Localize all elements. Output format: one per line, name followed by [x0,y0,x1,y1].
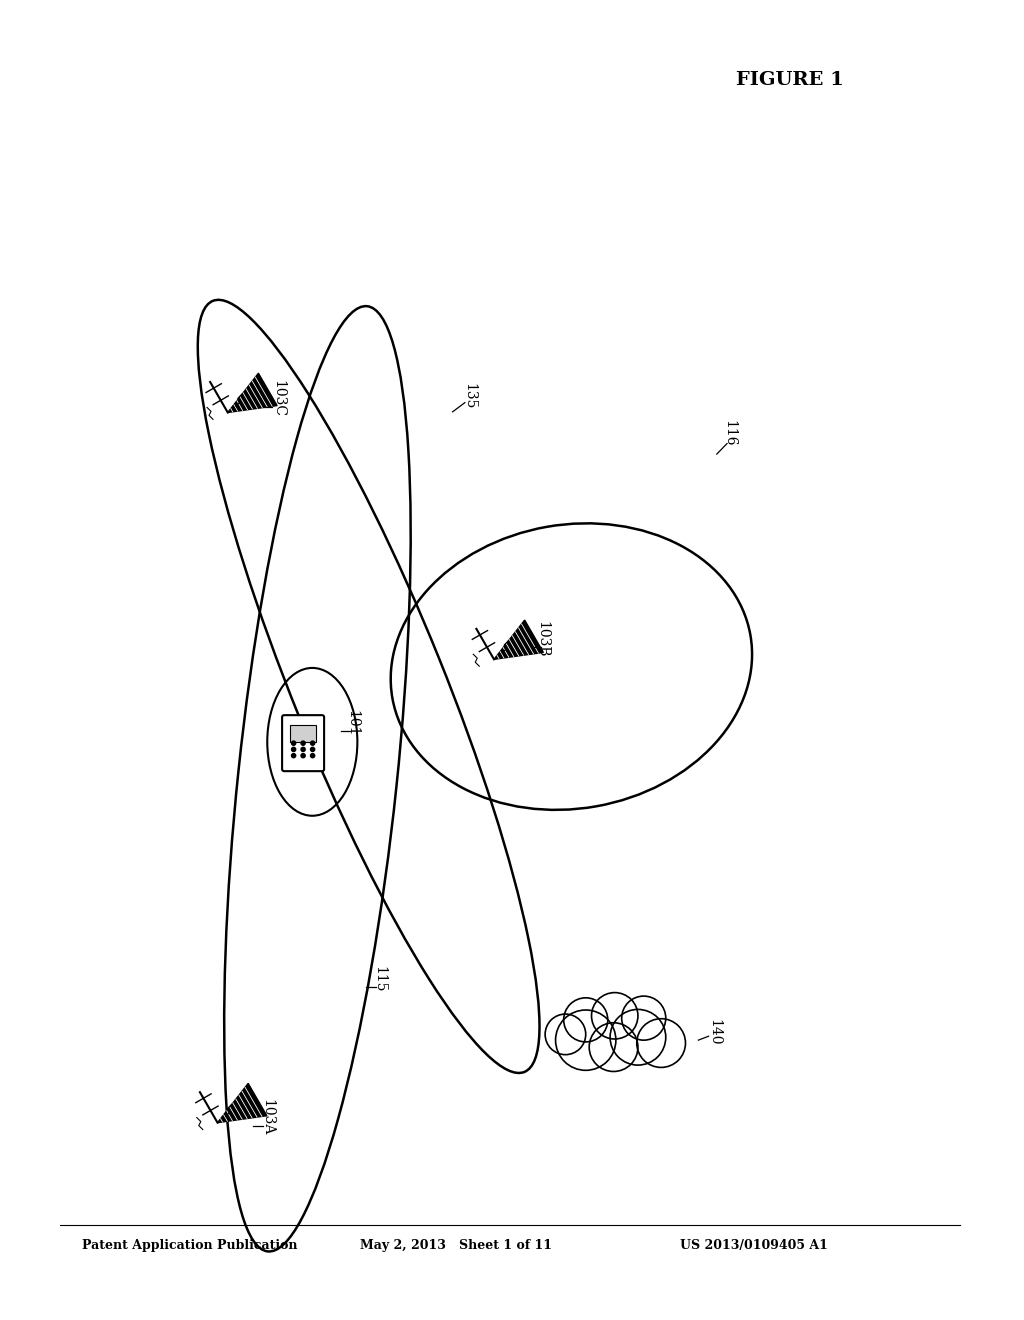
FancyBboxPatch shape [282,715,325,771]
Text: Patent Application Publication: Patent Application Publication [82,1238,298,1251]
Circle shape [292,754,296,758]
Circle shape [563,998,608,1041]
Circle shape [301,741,305,746]
Circle shape [622,997,666,1040]
Text: May 2, 2013   Sheet 1 of 11: May 2, 2013 Sheet 1 of 11 [360,1238,552,1251]
Circle shape [592,993,638,1039]
Text: 103B: 103B [536,620,550,657]
Circle shape [292,741,296,746]
Text: 116: 116 [722,420,736,446]
Circle shape [292,747,296,751]
Text: 135: 135 [462,383,476,409]
Text: 103C: 103C [271,380,286,417]
Polygon shape [494,620,544,659]
Circle shape [310,741,314,746]
Circle shape [610,1010,666,1065]
Text: US 2013/0109405 A1: US 2013/0109405 A1 [680,1238,827,1251]
Text: 103A: 103A [260,1098,274,1135]
Polygon shape [217,1084,267,1122]
Circle shape [310,747,314,751]
Text: 115: 115 [372,966,386,993]
Circle shape [301,747,305,751]
Circle shape [545,1014,586,1055]
Polygon shape [227,374,278,412]
Text: FIGURE 1: FIGURE 1 [736,71,844,88]
Circle shape [589,1023,638,1072]
Circle shape [637,1019,685,1068]
Text: 140: 140 [708,1019,722,1045]
Circle shape [556,1010,615,1071]
Circle shape [301,754,305,758]
Bar [290,726,316,742]
Text: 101: 101 [345,710,359,737]
Circle shape [310,754,314,758]
